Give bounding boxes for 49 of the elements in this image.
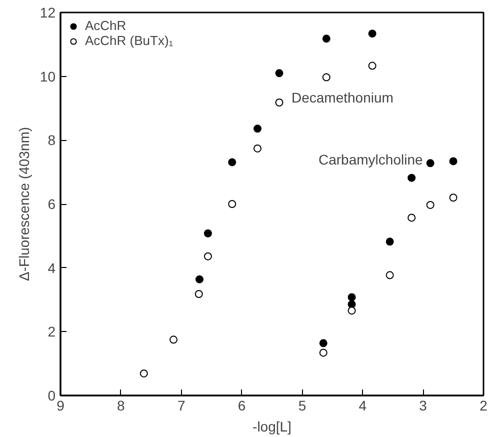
- point: [170, 336, 178, 344]
- point: [322, 73, 330, 82]
- y-axis-title: Δ-Fluorescence (403nm): [16, 126, 32, 282]
- y-tick-label: 4: [48, 260, 56, 276]
- point: [408, 214, 416, 222]
- point: [140, 369, 148, 378]
- legend-label: AcChR (BuTx)₁: [85, 33, 174, 48]
- y-tick-label: 6: [48, 196, 56, 212]
- legend-label: AcChR: [85, 18, 126, 33]
- point: [368, 62, 376, 70]
- point: [426, 200, 434, 209]
- point: [368, 30, 376, 38]
- annotation: Carbamylcholine: [318, 152, 423, 168]
- y-tick-label: 2: [48, 324, 56, 340]
- annotation: Decamethonium: [292, 90, 394, 106]
- point: [253, 144, 262, 152]
- point: [386, 238, 394, 246]
- x-tick-label: 3: [419, 398, 428, 414]
- x-tick-label: 2: [480, 398, 488, 414]
- point: [449, 194, 458, 202]
- point: [319, 339, 328, 348]
- point: [204, 252, 212, 260]
- y-tick-label: 0: [48, 388, 56, 404]
- point: [319, 348, 328, 357]
- point: [204, 229, 212, 238]
- point: [228, 200, 236, 208]
- point: [275, 98, 284, 106]
- point: [348, 306, 356, 315]
- x-tick-label: 7: [177, 398, 186, 414]
- point: [322, 34, 330, 43]
- point: [408, 174, 416, 182]
- x-axis-title: -log[L]: [252, 418, 292, 434]
- y-tick-label: 8: [48, 132, 56, 148]
- point: [275, 69, 284, 78]
- point: [348, 293, 356, 302]
- x-tick-label: 9: [56, 398, 65, 414]
- x-tick-label: 5: [298, 398, 306, 414]
- point: [253, 124, 262, 133]
- x-tick-label: 4: [358, 398, 367, 414]
- point: [386, 271, 394, 280]
- point: [228, 158, 236, 166]
- y-tick-label: 12: [40, 4, 56, 20]
- point: [426, 159, 434, 168]
- x-tick-label: 8: [117, 398, 126, 414]
- point: [449, 157, 458, 166]
- y-tick-label: 10: [40, 68, 56, 84]
- x-tick-label: 6: [238, 398, 246, 414]
- point: [195, 275, 204, 284]
- point: [194, 290, 203, 298]
